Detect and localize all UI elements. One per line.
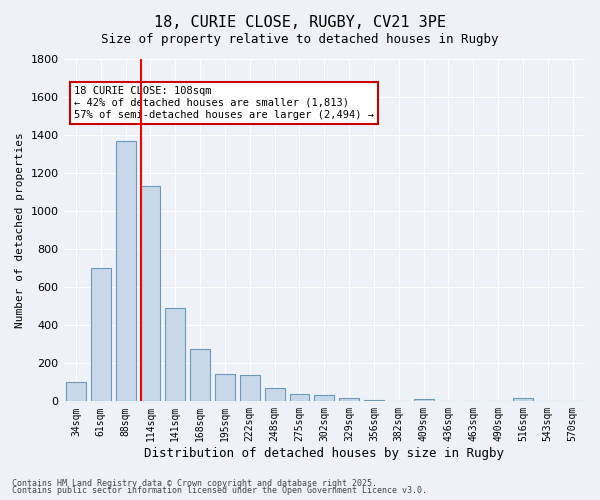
Bar <box>413 400 434 402</box>
Bar <box>166 308 185 402</box>
Bar <box>91 268 111 402</box>
Text: Size of property relative to detached houses in Rugby: Size of property relative to detached ho… <box>101 32 499 46</box>
Text: 18, CURIE CLOSE, RUGBY, CV21 3PE: 18, CURIE CLOSE, RUGBY, CV21 3PE <box>154 15 446 30</box>
Bar <box>215 374 235 402</box>
Text: Contains public sector information licensed under the Open Government Licence v3: Contains public sector information licen… <box>12 486 427 495</box>
Bar <box>240 374 260 402</box>
Bar <box>66 382 86 402</box>
Bar <box>290 394 310 402</box>
Bar <box>339 398 359 402</box>
Text: 18 CURIE CLOSE: 108sqm
← 42% of detached houses are smaller (1,813)
57% of semi-: 18 CURIE CLOSE: 108sqm ← 42% of detached… <box>74 86 374 120</box>
Bar <box>513 398 533 402</box>
Bar <box>314 394 334 402</box>
Bar <box>364 400 384 402</box>
Bar <box>140 186 160 402</box>
Bar <box>190 349 210 402</box>
Y-axis label: Number of detached properties: Number of detached properties <box>15 132 25 328</box>
Bar <box>265 388 284 402</box>
Text: Contains HM Land Registry data © Crown copyright and database right 2025.: Contains HM Land Registry data © Crown c… <box>12 478 377 488</box>
Bar <box>116 141 136 402</box>
X-axis label: Distribution of detached houses by size in Rugby: Distribution of detached houses by size … <box>144 447 504 460</box>
